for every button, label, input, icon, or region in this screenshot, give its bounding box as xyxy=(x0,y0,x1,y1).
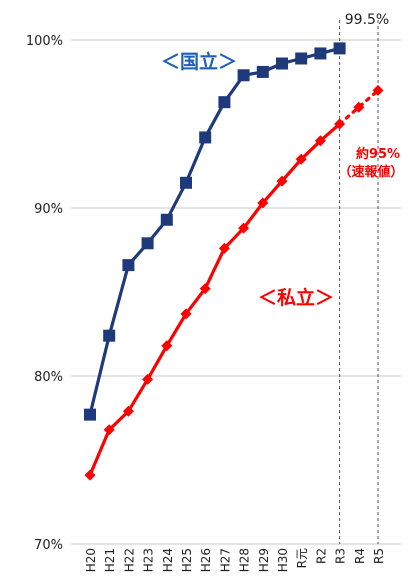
data-point xyxy=(314,135,326,147)
data-point xyxy=(372,84,384,96)
y-tick-label: 70% xyxy=(34,538,63,553)
x-tick-label: R3 xyxy=(334,548,348,564)
data-point xyxy=(180,176,192,189)
data-point xyxy=(334,118,346,130)
data-point xyxy=(276,57,288,70)
data-point xyxy=(256,65,269,78)
data-point xyxy=(161,340,173,352)
data-point xyxy=(237,69,250,82)
y-tick-label: 100% xyxy=(26,34,63,49)
x-tick-label: H25 xyxy=(180,548,194,572)
x-tick-label: H22 xyxy=(122,548,136,572)
data-point xyxy=(160,213,173,226)
data-point xyxy=(103,329,116,342)
x-tick-label: H30 xyxy=(276,548,290,572)
data-point xyxy=(142,373,154,385)
x-tick-label: H23 xyxy=(142,548,156,572)
data-point xyxy=(103,424,115,436)
data-point xyxy=(180,308,192,320)
data-point xyxy=(333,42,346,55)
data-point xyxy=(218,242,230,254)
data-point xyxy=(122,405,134,417)
x-tick-label: H24 xyxy=(161,548,175,572)
x-tick-label: R4 xyxy=(353,548,367,564)
y-tick-label: 80% xyxy=(34,370,63,385)
private-estimate-label: 約95% xyxy=(356,146,400,162)
national-series-label: ＜国立＞ xyxy=(161,50,237,73)
x-tick-label: H27 xyxy=(218,548,232,572)
data-point xyxy=(218,96,231,109)
y-tick-label: 90% xyxy=(34,202,63,217)
data-point xyxy=(295,153,307,165)
data-point xyxy=(295,52,308,65)
series-line xyxy=(88,122,341,476)
private-series-label: ＜私立＞ xyxy=(258,286,334,309)
x-tick-label: H28 xyxy=(238,548,252,572)
x-axis-ticks: H20 H21 H22 H23 H24 H25 H26 H27 H28 H29 H30 R元 R2 R3 R… xyxy=(84,548,386,572)
data-point xyxy=(276,175,288,187)
reference-lines xyxy=(339,20,379,544)
data-point xyxy=(353,101,365,113)
data-point xyxy=(257,197,269,209)
series-layer xyxy=(84,42,384,481)
x-tick-label: H29 xyxy=(257,548,271,572)
x-tick-label: H20 xyxy=(84,548,98,572)
data-point xyxy=(84,469,96,481)
x-tick-label: H26 xyxy=(199,548,213,572)
y-axis-ticks: 70% 80% 90% 100% xyxy=(26,34,63,553)
x-tick-label: R5 xyxy=(372,548,386,564)
national-final-value-label: 99.5% xyxy=(345,12,389,28)
data-point xyxy=(199,283,211,295)
private-estimate-note: （速報値） xyxy=(338,164,403,180)
data-point xyxy=(141,237,154,250)
x-tick-label: H21 xyxy=(103,548,117,572)
gridlines xyxy=(71,39,401,545)
x-tick-label: R元 xyxy=(295,548,309,568)
series-line xyxy=(88,46,341,415)
data-point xyxy=(238,222,250,234)
data-point xyxy=(122,259,135,272)
data-point xyxy=(314,47,327,60)
x-tick-label: R2 xyxy=(314,548,328,564)
data-point xyxy=(84,408,96,421)
data-point xyxy=(199,131,212,144)
